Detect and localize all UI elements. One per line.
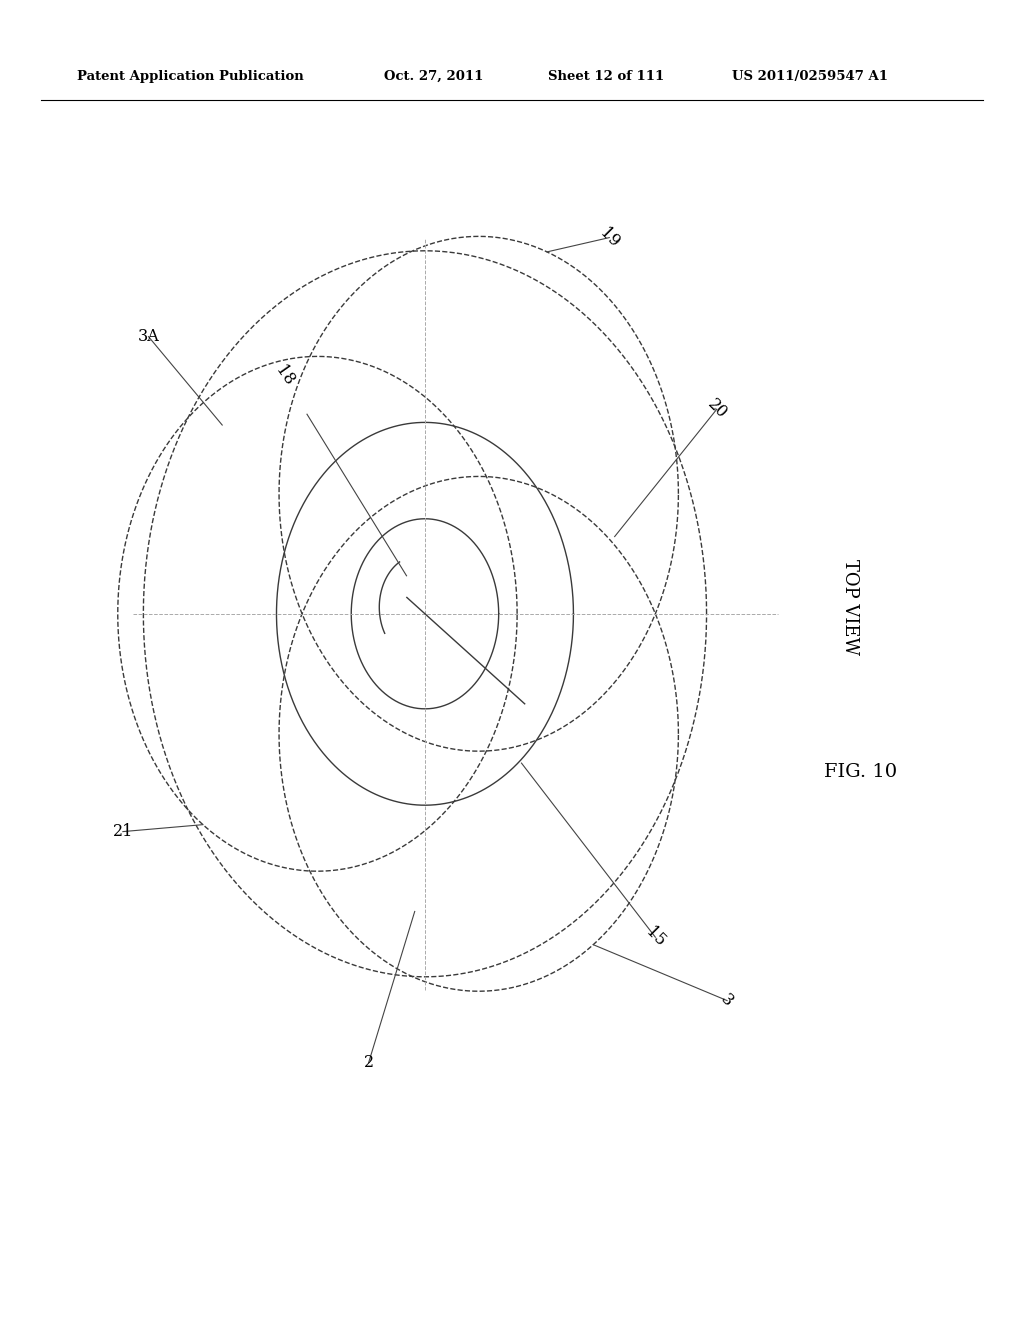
Text: TOP VIEW: TOP VIEW bbox=[841, 560, 859, 655]
Text: 2: 2 bbox=[364, 1055, 374, 1071]
Text: FIG. 10: FIG. 10 bbox=[823, 763, 897, 781]
Text: US 2011/0259547 A1: US 2011/0259547 A1 bbox=[732, 70, 888, 83]
Text: 20: 20 bbox=[703, 396, 730, 422]
Text: 21: 21 bbox=[113, 824, 133, 840]
Text: 19: 19 bbox=[596, 224, 623, 251]
Text: 3A: 3A bbox=[137, 329, 160, 345]
Text: 3: 3 bbox=[718, 991, 736, 1010]
Text: Sheet 12 of 111: Sheet 12 of 111 bbox=[548, 70, 665, 83]
Text: Oct. 27, 2011: Oct. 27, 2011 bbox=[384, 70, 483, 83]
Text: 18: 18 bbox=[272, 363, 298, 389]
Text: 15: 15 bbox=[642, 924, 669, 950]
Text: Patent Application Publication: Patent Application Publication bbox=[77, 70, 303, 83]
